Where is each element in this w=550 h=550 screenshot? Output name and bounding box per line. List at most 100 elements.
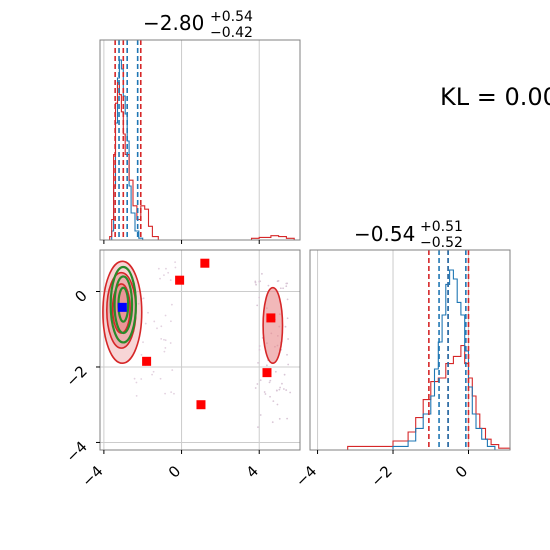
param1-title-main: −2.80 bbox=[143, 11, 204, 35]
joint-sample-dot bbox=[261, 272, 263, 275]
param1-title-sup: +0.54 bbox=[210, 9, 253, 25]
joint-sample-dot bbox=[278, 388, 281, 391]
joint-x-tick-label: −4 bbox=[78, 462, 106, 490]
joint-sample-dot bbox=[170, 391, 173, 394]
param1-x-ticks bbox=[103, 240, 260, 244]
joint-sample-dot bbox=[170, 303, 173, 306]
param2-x-ticks: −4 −2 0 bbox=[292, 450, 471, 490]
joint-sample-dot bbox=[165, 267, 167, 270]
panel-joint: −4 0 4 −4 −2 0 bbox=[62, 249, 301, 490]
joint-x-ticks: −4 0 4 bbox=[78, 450, 262, 490]
joint-y-tick-label: 0 bbox=[71, 287, 90, 306]
joint-sample-dot bbox=[163, 350, 166, 353]
joint-sample-dot bbox=[159, 277, 161, 280]
joint-y-tick-label: −2 bbox=[62, 362, 90, 390]
joint-sample-dot bbox=[285, 389, 288, 391]
joint-red-marker bbox=[196, 400, 206, 410]
joint-blue-marker bbox=[117, 302, 127, 312]
param2-grid bbox=[317, 250, 469, 450]
param2-title-sup: +0.51 bbox=[420, 219, 463, 235]
joint-sample-dot bbox=[144, 322, 147, 325]
joint-sample-dot bbox=[164, 392, 166, 395]
joint-sample-dot bbox=[142, 341, 144, 344]
joint-sample-dot bbox=[275, 389, 278, 392]
panel-param2-hist: −4 −2 0 −0.54 +0.51 −0.52 bbox=[292, 219, 511, 490]
joint-sample-dot bbox=[267, 284, 270, 287]
joint-sample-dot bbox=[286, 353, 288, 356]
joint-sample-dot bbox=[151, 373, 153, 376]
joint-sample-dot bbox=[173, 392, 175, 395]
joint-sample-dot bbox=[147, 311, 149, 314]
joint-sample-dot bbox=[169, 279, 172, 282]
joint-red-contour bbox=[262, 286, 284, 365]
joint-sample-dot bbox=[276, 280, 279, 283]
joint-y-ticks: −4 −2 0 bbox=[62, 287, 100, 466]
param1-quantile-lines bbox=[114, 40, 142, 240]
joint-sample-dot bbox=[169, 342, 172, 344]
joint-red-marker bbox=[142, 356, 152, 366]
joint-axes-frame bbox=[99, 249, 301, 451]
joint-sample-dot bbox=[281, 382, 283, 385]
joint-sample-dot bbox=[174, 261, 177, 264]
joint-green-contour bbox=[109, 265, 138, 344]
joint-sample-dot bbox=[163, 338, 165, 341]
joint-sample-dot bbox=[167, 271, 170, 274]
joint-sample-dot bbox=[164, 314, 167, 317]
joint-sample-dot bbox=[258, 348, 261, 351]
panel-param1-hist: −2.80 +0.54 −0.42 bbox=[99, 9, 301, 244]
param1-blue-histogram bbox=[100, 59, 300, 241]
param1-red-histogram bbox=[100, 82, 300, 241]
joint-red-marker bbox=[175, 275, 185, 285]
joint-sample-dot bbox=[156, 327, 158, 330]
joint-sample-dot bbox=[279, 386, 281, 389]
joint-sample-dot bbox=[286, 417, 289, 420]
joint-red-marker bbox=[262, 368, 272, 378]
joint-sample-dot bbox=[263, 391, 266, 393]
joint-sample-dot bbox=[286, 317, 289, 320]
joint-sample-dot bbox=[269, 379, 272, 382]
joint-sample-dot bbox=[157, 267, 160, 270]
joint-sample-dot bbox=[286, 298, 289, 301]
joint-sample-dot bbox=[272, 400, 275, 403]
joint-sample-dot bbox=[256, 383, 259, 385]
param2-title-sub: −0.52 bbox=[420, 235, 463, 251]
param2-x-tick-label: −4 bbox=[292, 462, 320, 490]
joint-sample-dot bbox=[254, 387, 257, 389]
joint-sample-dot bbox=[259, 379, 262, 382]
joint-sample-dot bbox=[135, 381, 138, 384]
param2-title-main: −0.54 bbox=[354, 222, 415, 246]
joint-sample-dot bbox=[164, 347, 167, 349]
joint-sample-dot bbox=[268, 381, 271, 384]
joint-sample-dot bbox=[276, 403, 279, 406]
joint-x-tick-label: 0 bbox=[165, 462, 184, 481]
param2-x-tick-label: −2 bbox=[367, 462, 395, 490]
joint-sample-dot bbox=[279, 287, 282, 290]
joint-sample-dot bbox=[258, 296, 261, 299]
joint-sample-dot bbox=[285, 282, 288, 285]
param1-grid bbox=[103, 40, 260, 240]
joint-y-tick-label: −4 bbox=[62, 438, 90, 466]
joint-sample-dot bbox=[259, 414, 262, 416]
param2-red-histogram bbox=[310, 345, 511, 451]
joint-sample-dot bbox=[133, 377, 136, 380]
joint-red-marker bbox=[266, 313, 276, 323]
param2-blue-histogram bbox=[310, 269, 510, 451]
param1-axes-frame bbox=[99, 39, 301, 241]
joint-sample-dot bbox=[137, 302, 140, 305]
joint-sample-dot bbox=[255, 283, 257, 286]
joint-sample-dot bbox=[135, 394, 138, 397]
joint-sample-dot bbox=[159, 377, 162, 380]
joint-sample-dot bbox=[164, 339, 167, 342]
joint-sample-dot bbox=[174, 266, 177, 269]
joint-sample-dot bbox=[284, 325, 287, 328]
joint-sample-dot bbox=[282, 287, 285, 290]
joint-sample-dot bbox=[140, 378, 143, 380]
param1-title-sub: −0.42 bbox=[210, 25, 253, 41]
joint-sample-dot bbox=[257, 426, 259, 429]
joint-sample-dot bbox=[142, 297, 145, 300]
joint-x-tick-label: 4 bbox=[243, 462, 262, 481]
joint-sample-dot bbox=[163, 274, 165, 277]
joint-sample-dot bbox=[160, 325, 163, 328]
kl-annotation: KL = 0.00 bbox=[440, 83, 550, 111]
